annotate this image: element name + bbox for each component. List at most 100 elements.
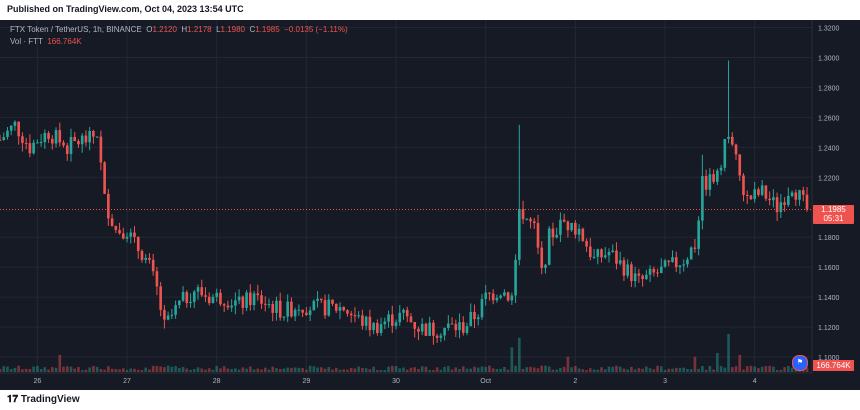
candle-body bbox=[319, 298, 323, 301]
candle-body bbox=[6, 130, 9, 138]
volume-bar bbox=[611, 366, 615, 372]
tradingview-logo[interactable]: 𝟏𝟕 TradingView bbox=[7, 394, 80, 405]
volume-bar bbox=[559, 367, 562, 372]
volume-bar bbox=[656, 365, 659, 372]
candle-body bbox=[405, 309, 409, 317]
candle-body bbox=[480, 298, 484, 318]
volume-bar bbox=[192, 369, 196, 372]
volume-bar bbox=[110, 368, 114, 372]
candle-body bbox=[99, 136, 103, 163]
price-tick-label: 1.3000 bbox=[818, 55, 840, 62]
volume-bar bbox=[476, 367, 480, 372]
volume-bar bbox=[484, 366, 488, 372]
volume-bar bbox=[43, 367, 47, 372]
volume-bar bbox=[99, 369, 103, 372]
volume-bar bbox=[219, 368, 222, 372]
candle-body bbox=[2, 137, 6, 141]
candle-body bbox=[413, 322, 417, 329]
candle-body bbox=[200, 287, 204, 296]
volume-bar bbox=[256, 368, 260, 372]
volume-bar bbox=[536, 368, 540, 372]
low-value: 1.1980 bbox=[220, 25, 245, 34]
volume-bar bbox=[450, 369, 454, 372]
candle-body bbox=[230, 305, 233, 308]
volume-bar bbox=[439, 369, 443, 372]
volume-bar bbox=[226, 368, 230, 372]
volume-bar bbox=[133, 368, 136, 372]
candle-body bbox=[753, 189, 757, 200]
volume-bar bbox=[596, 369, 600, 372]
time-tick-label: 2 bbox=[573, 378, 577, 385]
candle-body bbox=[129, 232, 133, 237]
volume-bar bbox=[114, 369, 118, 372]
candle-body bbox=[151, 259, 155, 272]
volume-bar bbox=[461, 366, 465, 372]
candle-body bbox=[305, 312, 308, 316]
time-tick-label: 4 bbox=[753, 378, 757, 385]
candles bbox=[0, 60, 809, 345]
volume-bar bbox=[174, 366, 177, 372]
candle-body bbox=[805, 194, 809, 210]
candle-body bbox=[192, 291, 196, 302]
volume-bar bbox=[574, 365, 577, 372]
volume-bar bbox=[118, 369, 121, 372]
volume-bar bbox=[473, 366, 476, 372]
price-axis[interactable]: 1.3200 1.3000 1.2800 1.2600 1.2400 1.2200 1.18… bbox=[818, 25, 840, 362]
candle-body bbox=[787, 195, 790, 205]
volume-bar bbox=[364, 368, 368, 372]
candle-body bbox=[125, 236, 129, 239]
candle-body bbox=[801, 190, 805, 195]
price-tick-label: 1.1800 bbox=[818, 235, 840, 242]
candle-body bbox=[349, 313, 353, 316]
candle-body bbox=[783, 202, 786, 205]
time-tick-label: 29 bbox=[302, 378, 310, 385]
candle-body bbox=[704, 175, 708, 190]
volume-bar bbox=[144, 367, 148, 372]
candle-body bbox=[301, 309, 304, 313]
volume-bar bbox=[297, 367, 301, 372]
candle-body bbox=[730, 136, 734, 145]
volume-bar bbox=[787, 365, 790, 372]
time-axis[interactable]: 26 27 28 29 30 Oct 2 3 4 bbox=[33, 378, 756, 385]
candle-body bbox=[226, 305, 230, 308]
candle-body bbox=[148, 257, 151, 260]
candle-body bbox=[174, 305, 177, 315]
volume-bar bbox=[204, 369, 207, 372]
volume-bar bbox=[764, 366, 768, 372]
candle-body bbox=[80, 135, 84, 145]
candle-body bbox=[622, 260, 626, 276]
volume-bar bbox=[196, 367, 200, 372]
volume-bar bbox=[107, 366, 110, 372]
volume-bar bbox=[413, 367, 417, 372]
volume-bar bbox=[121, 368, 125, 372]
volume-bar bbox=[84, 369, 88, 372]
volume-bar bbox=[488, 365, 491, 372]
volume-bar bbox=[779, 369, 783, 372]
candle-body bbox=[674, 257, 678, 268]
candle-body bbox=[667, 260, 671, 262]
open-value: 1.2120 bbox=[152, 25, 177, 34]
candle-body bbox=[633, 273, 637, 282]
volume-bar bbox=[230, 369, 233, 372]
candle-body bbox=[719, 167, 723, 171]
volume-bar bbox=[428, 370, 431, 372]
volume-bar bbox=[547, 366, 551, 372]
candle-body bbox=[43, 132, 47, 143]
volume-bar bbox=[588, 368, 592, 372]
volume-bar bbox=[760, 366, 764, 372]
volume-bar bbox=[0, 368, 2, 372]
price-tick-label: 1.2600 bbox=[818, 115, 840, 122]
volume-bar bbox=[704, 369, 708, 372]
candle-body bbox=[529, 218, 532, 222]
volume-bar bbox=[551, 369, 555, 372]
legend-symbol-row: FTX Token / TetherUS, 1h, BINANCE O1.212… bbox=[10, 25, 348, 34]
flag-icon[interactable]: ⚑ bbox=[792, 355, 808, 371]
volume-bar bbox=[510, 347, 514, 372]
volume-bar bbox=[237, 369, 241, 372]
volume-bar bbox=[9, 369, 13, 372]
candle-body bbox=[121, 233, 125, 239]
candle-body bbox=[237, 296, 241, 301]
volume-bar bbox=[712, 369, 715, 372]
time-tick-label: 30 bbox=[392, 378, 400, 385]
